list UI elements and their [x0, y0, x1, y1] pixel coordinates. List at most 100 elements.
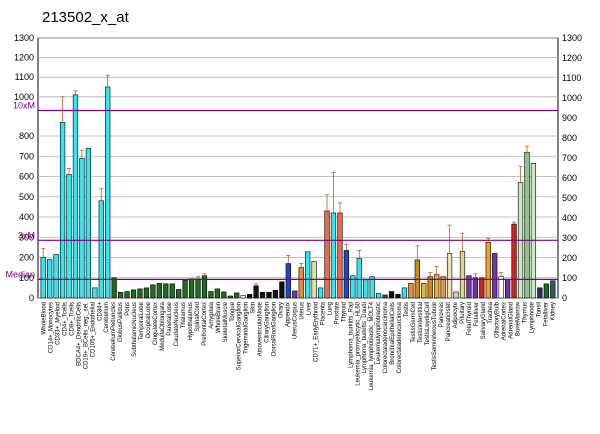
category-label: CD71+_EarlyErythroid: [313, 302, 319, 362]
category-label: Hypothalamus: [188, 302, 194, 340]
right-tick-label: 1200: [562, 53, 582, 63]
bar: [176, 289, 182, 299]
bar: [298, 267, 304, 299]
bar: [59, 121, 66, 299]
left-tick-label: 0: [29, 293, 34, 303]
bar: [285, 263, 291, 299]
reference-line-label: 10xM: [13, 101, 35, 111]
bar: [247, 294, 253, 299]
category-label: Thymus: [523, 302, 529, 323]
category-label: CD14+_Monocytes: [48, 302, 54, 353]
bar: [156, 283, 162, 299]
category-label: Thalamus: [181, 302, 187, 328]
right-tick-label: 0: [562, 293, 567, 303]
reference-line-label: Median: [5, 269, 35, 279]
left-tick-label: 700: [19, 151, 34, 161]
bar: [240, 295, 246, 299]
left-tick-label: 600: [19, 172, 34, 182]
left-tick-label: 500: [19, 192, 34, 202]
category-label: SuperiorCervicalGanglion: [237, 302, 243, 370]
bar: [395, 294, 401, 299]
left-tick-label: 1300: [14, 33, 34, 43]
category-label: Kidney: [551, 302, 557, 320]
right-tick-label: 1300: [562, 33, 582, 43]
bar: [227, 295, 233, 299]
category-label: Lung: [327, 302, 333, 315]
category-label: CaudateNucleus: [174, 302, 180, 346]
left-tick-label: 400: [19, 212, 34, 222]
category-label: CD105+_Endothelial: [90, 302, 96, 357]
category-label: TestisGermCell: [411, 302, 417, 343]
bar: [182, 279, 188, 299]
category-label: BronchialEpithelialCells: [390, 302, 396, 365]
bar: [53, 254, 59, 299]
bar: [266, 292, 272, 299]
bar: [356, 258, 362, 299]
bar: [130, 289, 137, 299]
reference-lines: 10xM 3xM Median: [5, 101, 558, 280]
right-tick-label: 200: [562, 253, 577, 263]
bar: [85, 147, 91, 299]
bar: [92, 287, 98, 299]
bar: [446, 253, 453, 299]
category-label: SpinalCord: [195, 302, 201, 332]
category-label: OlfactoryBulb: [495, 301, 501, 338]
bar: [382, 294, 388, 299]
category-label: Trachea: [488, 301, 494, 323]
bar: [118, 292, 124, 299]
category-label: AtrioventricularNode: [258, 301, 264, 356]
bar: [124, 291, 130, 299]
bar: [376, 293, 382, 299]
category-label: CD34+: [97, 302, 103, 321]
category-label: ParietalLobe: [167, 301, 173, 335]
bar: [317, 287, 324, 299]
category-label: Liver: [306, 302, 312, 315]
category-label: WholeBlood: [41, 302, 47, 334]
category-label: Skin: [251, 302, 257, 314]
right-tick-label: 1100: [562, 73, 581, 83]
category-label: Placenta: [320, 301, 326, 325]
right-tick-label: 500: [562, 193, 577, 203]
category-label: Colorectaladenocarcinoma: [383, 301, 389, 373]
left-tick-label: 100: [19, 273, 34, 283]
bar: [98, 200, 104, 299]
bar: [259, 292, 266, 299]
category-label: Thyroid: [341, 302, 347, 322]
bar: [163, 283, 169, 299]
bar: [505, 279, 511, 299]
bar: [421, 283, 427, 299]
bar: [466, 275, 472, 299]
bar: [47, 259, 53, 299]
bar: [511, 223, 517, 299]
bar: [188, 278, 195, 299]
left-tick-label: 300: [19, 232, 34, 242]
category-label: CD19+_BCells_neg._sel.: [83, 302, 89, 370]
category-label: Uterus: [299, 302, 305, 320]
category-label: TrigeminalGanglion: [244, 302, 250, 354]
category-label: Prostate: [334, 301, 340, 324]
bar: [550, 280, 556, 299]
bar: [492, 253, 498, 299]
bar: [485, 242, 491, 299]
bar: [150, 284, 156, 299]
error-bars: [41, 74, 529, 286]
category-label: AdrenalGland: [509, 302, 515, 339]
bar: [272, 290, 279, 299]
category-label: TemporalLobe: [139, 301, 145, 340]
bar: [472, 277, 478, 299]
right-tick-label: 800: [562, 133, 577, 143]
bar: [111, 277, 117, 299]
category-label: Ovary: [279, 302, 285, 318]
bar: [253, 285, 259, 299]
bar: [479, 277, 485, 299]
category-label: Appendix: [286, 302, 292, 327]
bar: [221, 291, 227, 299]
bar: [530, 163, 537, 299]
category-label: Lymphoma_burkitts_Daudi: [362, 302, 368, 373]
category-label: MedullaOblongata: [160, 301, 166, 350]
bar: [208, 291, 214, 299]
category-label: Tonsil: [537, 302, 543, 317]
category-label: Tongue: [230, 301, 236, 321]
grid-lines: [38, 37, 558, 299]
category-label: Colorectaladenocarcinoma: [397, 301, 403, 373]
